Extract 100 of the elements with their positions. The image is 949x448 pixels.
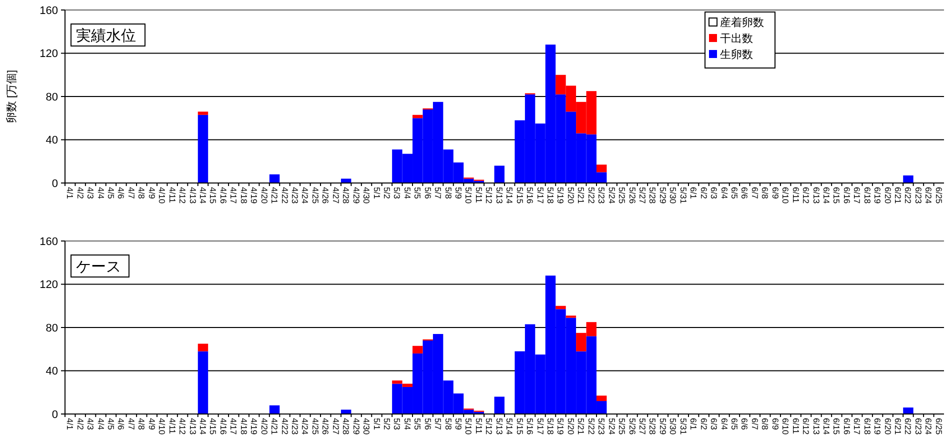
bar: [269, 405, 280, 414]
x-tick-label: 5/15: [514, 187, 525, 204]
x-tick-label: 6/24: [924, 187, 934, 204]
x-tick-label: 5/30: [668, 418, 678, 435]
x-tick-label: 4/6: [116, 187, 126, 200]
legend-label: 生卵数: [720, 48, 753, 62]
x-tick-label: 4/18: [238, 418, 249, 435]
x-tick-label: 6/8: [760, 418, 770, 430]
bar: [412, 346, 423, 354]
x-tick-label: 5/25: [617, 187, 628, 204]
x-tick-label: 4/24: [300, 187, 310, 204]
x-tick-label: 6/3: [709, 418, 720, 430]
x-tick-label: 4/5: [106, 187, 116, 200]
x-tick-label: 6/14: [821, 418, 832, 435]
x-tick-label: 4/12: [178, 187, 188, 204]
x-tick-label: 5/10: [464, 187, 474, 204]
x-tick-label: 4/11: [167, 418, 178, 434]
x-tick-label: 5/19: [556, 187, 566, 204]
x-tick-label: 6/15: [832, 418, 842, 435]
x-tick-label: 5/3: [392, 187, 402, 200]
y-tick-label: 0: [52, 178, 58, 190]
x-tick-label: 6/19: [872, 187, 883, 204]
bar: [198, 114, 208, 183]
x-tick-label: 6/18: [862, 418, 872, 435]
x-tick-label: 5/26: [627, 187, 638, 204]
x-tick-label: 5/2: [382, 187, 392, 200]
x-tick-label: 5/22: [586, 187, 596, 204]
x-tick-label: 5/11: [474, 187, 484, 204]
x-tick-label: 6/20: [882, 418, 893, 435]
x-tick-label: 6/17: [852, 187, 862, 204]
x-tick-label: 6/9: [770, 418, 780, 430]
x-tick-label: 5/25: [617, 418, 628, 435]
x-tick-label: 4/8: [136, 418, 147, 430]
x-tick-label: 5/20: [566, 418, 576, 435]
x-tick-label: 6/12: [801, 187, 812, 204]
bar: [392, 380, 402, 384]
x-tick-label: 4/10: [157, 418, 168, 435]
x-tick-label: 6/14: [821, 187, 832, 204]
x-tick-label: 6/18: [862, 187, 872, 204]
x-tick-label: 6/1: [688, 418, 699, 430]
x-tick-label: 4/14: [198, 187, 208, 204]
x-tick-label: 6/23: [913, 187, 924, 204]
x-tick-label: 6/2: [698, 418, 709, 430]
x-tick-label: 6/4: [719, 187, 730, 200]
bar: [903, 175, 914, 183]
x-tick-label: 6/2: [698, 187, 709, 200]
x-tick-label: 4/1: [65, 418, 76, 430]
bar: [596, 396, 607, 402]
x-tick-label: 4/5: [106, 418, 116, 430]
x-tick-label: 4/20: [259, 187, 270, 204]
x-tick-label: 5/9: [454, 418, 464, 430]
x-tick-label: 6/17: [852, 418, 862, 435]
x-tick-label: 5/24: [606, 418, 617, 435]
x-tick-label: 4/21: [270, 418, 280, 435]
x-tick-label: 5/4: [402, 187, 412, 200]
x-tick-label: 4/15: [208, 187, 218, 204]
x-tick-label: 5/24: [606, 187, 617, 204]
x-tick-label: 4/3: [86, 187, 96, 200]
x-tick-label: 6/11: [790, 418, 801, 434]
text: ケース: [76, 258, 121, 276]
x-tick-label: 6/20: [882, 187, 893, 204]
x-tick-label: 5/29: [658, 187, 668, 204]
x-tick-label: 4/9: [146, 187, 157, 200]
x-tick-label: 4/16: [218, 187, 228, 204]
x-tick-label: 6/23: [913, 418, 924, 435]
x-tick-label: 4/28: [341, 187, 352, 204]
bar: [494, 166, 504, 183]
x-tick-label: 4/16: [218, 418, 228, 435]
legend-label: 干出数: [720, 32, 753, 46]
x-tick-label: 4/28: [341, 418, 352, 435]
x-tick-label: 6/8: [760, 187, 770, 200]
bar: [340, 410, 352, 414]
x-tick-label: 6/4: [719, 418, 730, 430]
y-tick-label: 80: [46, 91, 58, 104]
x-tick-label: 4/29: [351, 418, 362, 435]
x-tick-label: 4/26: [320, 418, 331, 435]
x-tick-label: 5/18: [546, 187, 556, 204]
x-tick-label: 4/22: [280, 187, 290, 204]
bar: [494, 396, 504, 414]
x-tick-label: 5/31: [678, 418, 688, 435]
x-tick-label: 4/7: [126, 418, 136, 430]
x-tick-label: 5/21: [576, 187, 586, 204]
x-tick-label: 5/16: [525, 418, 536, 435]
x-tick-label: 5/2: [382, 418, 392, 430]
x-tick-label: 5/13: [494, 187, 504, 204]
x-tick-label: 6/7: [750, 418, 760, 430]
x-tick-label: 4/19: [249, 187, 260, 204]
bar: [402, 384, 413, 387]
x-tick-label: 4/17: [228, 187, 239, 204]
x-tick-label: 4/21: [270, 187, 280, 204]
x-tick-label: 5/18: [546, 418, 556, 435]
y-tick-label: 40: [46, 366, 58, 378]
x-tick-label: 5/10: [464, 418, 474, 435]
x-tick-label: 4/4: [96, 418, 106, 430]
x-tick-label: 5/22: [586, 418, 596, 435]
x-tick-label: 5/23: [596, 187, 607, 204]
y-axis-title: 卵数 [万個]: [5, 70, 18, 124]
x-tick-label: 5/14: [504, 187, 515, 204]
x-tick-label: 4/26: [320, 187, 331, 204]
x-tick-label: 5/7: [433, 187, 444, 200]
